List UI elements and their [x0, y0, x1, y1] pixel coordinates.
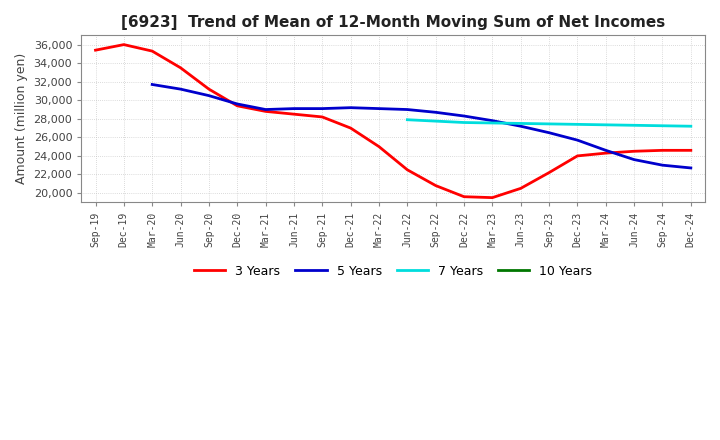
7 Years — [403, 117, 412, 122]
3 Years — [374, 144, 383, 149]
5 Years — [233, 101, 242, 106]
3 Years — [204, 87, 213, 92]
5 Years — [658, 162, 667, 168]
3 Years — [403, 167, 412, 172]
5 Years — [318, 106, 327, 111]
3 Years — [120, 42, 128, 47]
3 Years — [545, 170, 554, 175]
5 Years — [374, 106, 383, 111]
Line: 7 Years: 7 Years — [408, 120, 690, 126]
5 Years — [261, 107, 270, 112]
Legend: 3 Years, 5 Years, 7 Years, 10 Years: 3 Years, 5 Years, 7 Years, 10 Years — [189, 260, 598, 283]
7 Years — [431, 118, 440, 124]
7 Years — [630, 123, 639, 128]
3 Years — [289, 111, 298, 117]
5 Years — [204, 93, 213, 98]
7 Years — [573, 122, 582, 127]
5 Years — [148, 82, 156, 87]
5 Years — [431, 110, 440, 115]
5 Years — [686, 165, 695, 171]
7 Years — [516, 121, 525, 126]
3 Years — [686, 148, 695, 153]
7 Years — [601, 122, 610, 128]
3 Years — [233, 103, 242, 108]
7 Years — [658, 123, 667, 128]
5 Years — [630, 157, 639, 162]
5 Years — [459, 114, 468, 119]
3 Years — [261, 109, 270, 114]
3 Years — [431, 183, 440, 188]
Title: [6923]  Trend of Mean of 12-Month Moving Sum of Net Incomes: [6923] Trend of Mean of 12-Month Moving … — [121, 15, 665, 30]
7 Years — [459, 120, 468, 125]
3 Years — [630, 149, 639, 154]
5 Years — [573, 137, 582, 143]
5 Years — [601, 148, 610, 153]
5 Years — [176, 87, 185, 92]
3 Years — [318, 114, 327, 120]
5 Years — [403, 107, 412, 112]
3 Years — [459, 194, 468, 199]
5 Years — [346, 105, 355, 110]
3 Years — [658, 148, 667, 153]
Line: 5 Years: 5 Years — [152, 84, 690, 168]
5 Years — [289, 106, 298, 111]
3 Years — [176, 65, 185, 70]
7 Years — [488, 120, 497, 125]
5 Years — [516, 124, 525, 129]
7 Years — [545, 121, 554, 127]
Y-axis label: Amount (million yen): Amount (million yen) — [15, 53, 28, 184]
3 Years — [346, 125, 355, 131]
7 Years — [686, 124, 695, 129]
Line: 3 Years: 3 Years — [96, 44, 690, 198]
3 Years — [601, 150, 610, 156]
3 Years — [148, 48, 156, 54]
3 Years — [573, 153, 582, 158]
5 Years — [488, 118, 497, 123]
3 Years — [516, 186, 525, 191]
3 Years — [91, 48, 100, 53]
5 Years — [545, 130, 554, 136]
3 Years — [488, 195, 497, 200]
